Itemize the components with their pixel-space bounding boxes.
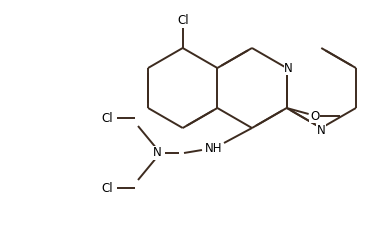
- Text: Cl: Cl: [101, 182, 113, 194]
- Text: O: O: [310, 110, 319, 122]
- Text: N: N: [153, 146, 161, 160]
- Text: Cl: Cl: [101, 112, 113, 124]
- Text: N: N: [284, 61, 293, 74]
- Text: NH: NH: [205, 142, 223, 155]
- Text: Cl: Cl: [177, 14, 188, 27]
- Text: N: N: [317, 124, 326, 137]
